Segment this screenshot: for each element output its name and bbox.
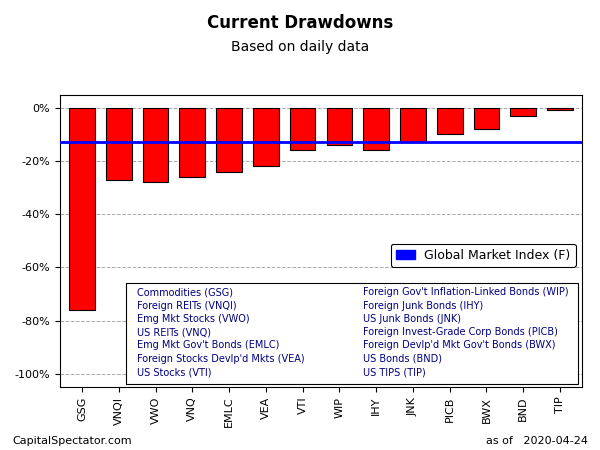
Text: Foreign Gov't Inflation-Linked Bonds (WIP): Foreign Gov't Inflation-Linked Bonds (WI… — [363, 287, 569, 297]
Text: Based on daily data: Based on daily data — [231, 40, 369, 54]
Bar — [326, 108, 352, 145]
Bar — [511, 108, 536, 116]
Text: Foreign Devlp'd Mkt Gov't Bonds (BWX): Foreign Devlp'd Mkt Gov't Bonds (BWX) — [363, 341, 556, 351]
FancyBboxPatch shape — [126, 284, 578, 384]
Text: Current Drawdowns: Current Drawdowns — [207, 14, 393, 32]
Text: Emg Mkt Gov't Bonds (EMLC): Emg Mkt Gov't Bonds (EMLC) — [137, 341, 280, 351]
Legend: Global Market Index (F): Global Market Index (F) — [391, 244, 576, 267]
Bar — [69, 108, 95, 310]
Bar — [473, 108, 499, 129]
Bar — [216, 108, 242, 171]
Bar — [179, 108, 205, 177]
Text: US Bonds (BND): US Bonds (BND) — [363, 354, 442, 364]
Text: Foreign Junk Bonds (IHY): Foreign Junk Bonds (IHY) — [363, 301, 484, 310]
Text: as of   2020-04-24: as of 2020-04-24 — [486, 436, 588, 446]
Bar — [400, 108, 426, 142]
Bar — [547, 108, 573, 110]
Text: US Stocks (VTI): US Stocks (VTI) — [137, 367, 212, 377]
Bar — [143, 108, 169, 182]
Bar — [290, 108, 316, 150]
Text: Emg Mkt Stocks (VWO): Emg Mkt Stocks (VWO) — [137, 314, 250, 324]
Bar — [253, 108, 279, 166]
Text: US Junk Bonds (JNK): US Junk Bonds (JNK) — [363, 314, 461, 324]
Text: US REITs (VNQ): US REITs (VNQ) — [137, 327, 211, 337]
Bar — [106, 108, 131, 180]
Text: Foreign Invest-Grade Corp Bonds (PICB): Foreign Invest-Grade Corp Bonds (PICB) — [363, 327, 558, 337]
Bar — [437, 108, 463, 135]
Text: US TIPS (TIP): US TIPS (TIP) — [363, 367, 426, 377]
Text: Foreign REITs (VNQI): Foreign REITs (VNQI) — [137, 301, 237, 310]
Text: Foreign Stocks Devlp'd Mkts (VEA): Foreign Stocks Devlp'd Mkts (VEA) — [137, 354, 305, 364]
Text: Commodities (GSG): Commodities (GSG) — [137, 287, 233, 297]
Bar — [363, 108, 389, 150]
Text: CapitalSpectator.com: CapitalSpectator.com — [12, 436, 131, 446]
